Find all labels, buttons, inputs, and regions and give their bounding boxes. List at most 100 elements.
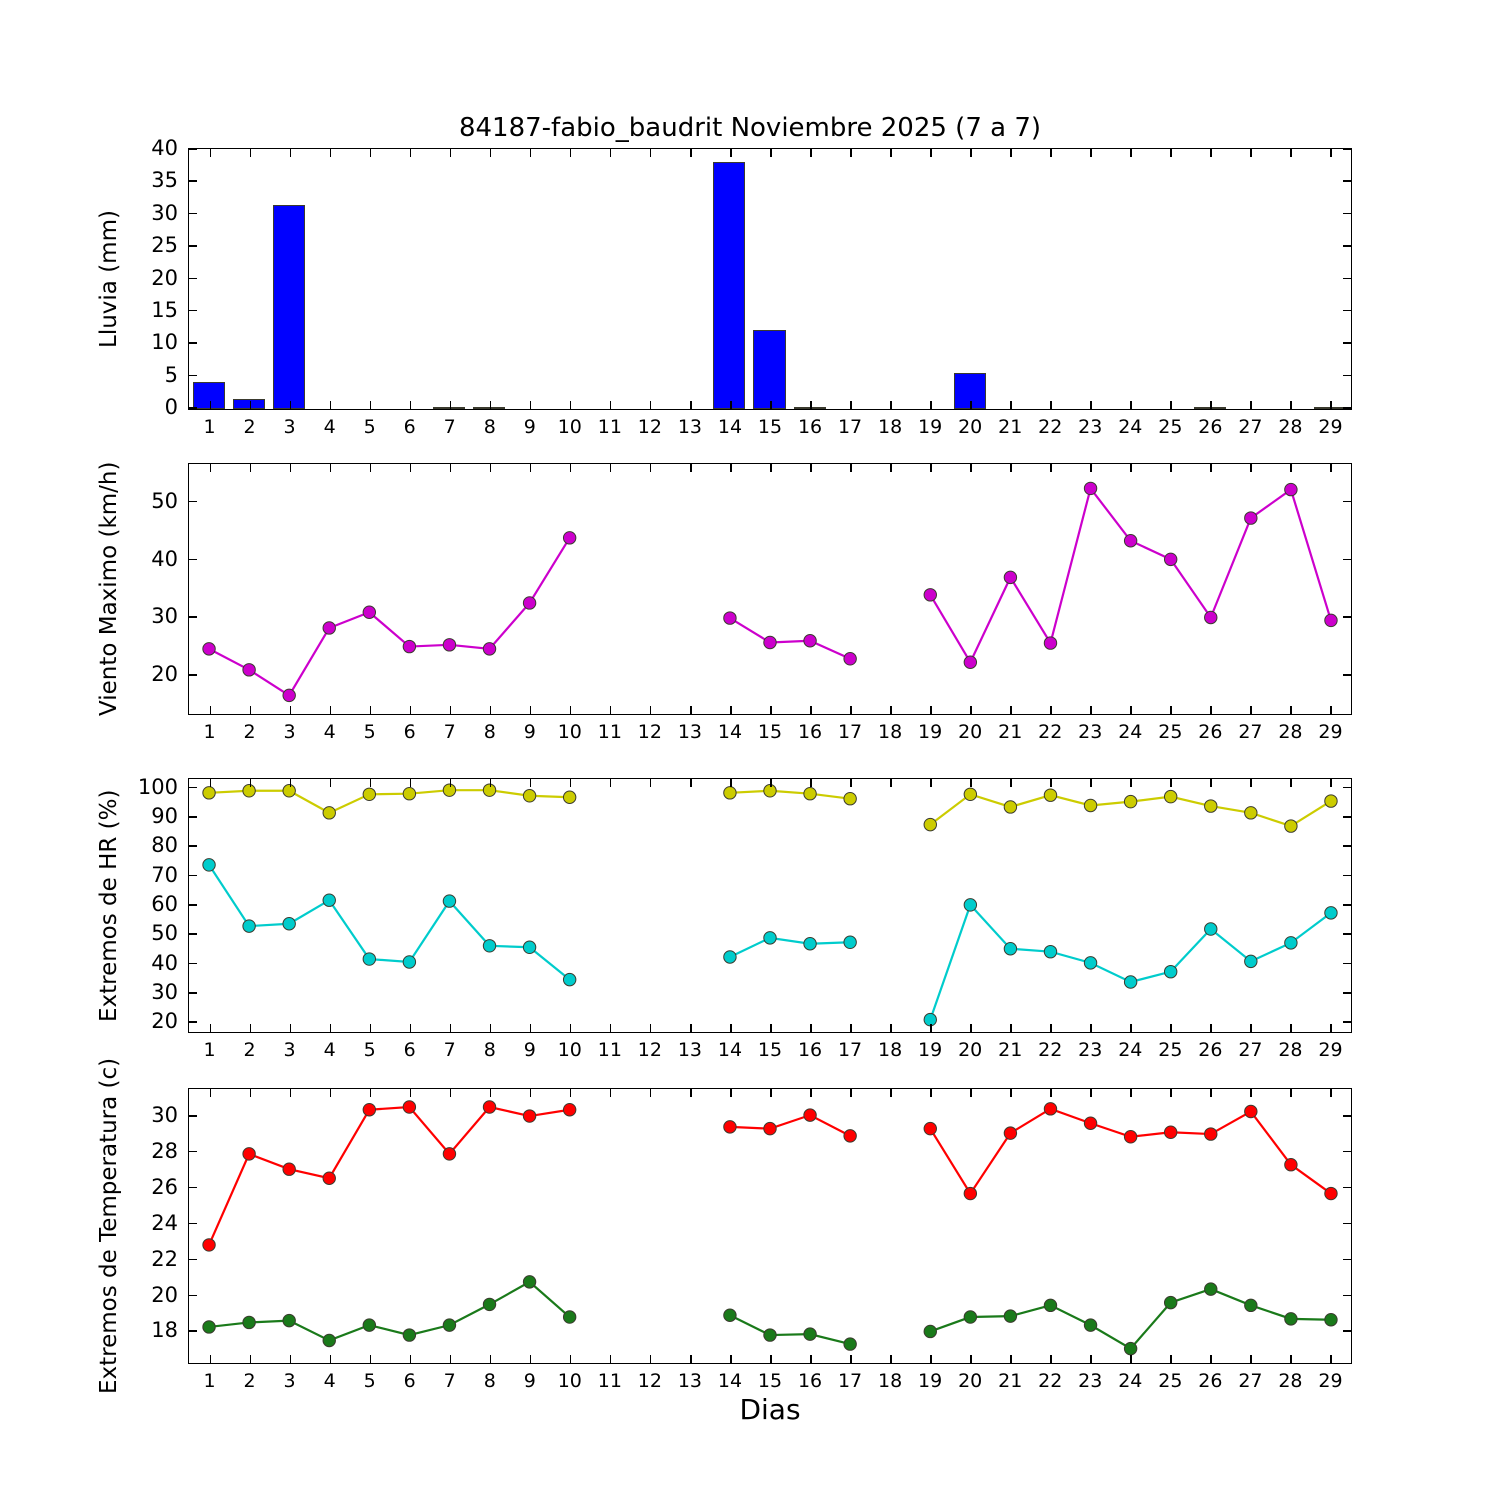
x-tick-mark	[329, 464, 332, 472]
y-tick-mark	[1343, 245, 1351, 247]
x-tick-mark	[369, 1024, 372, 1032]
data-point	[723, 611, 737, 625]
x-tick-mark	[369, 401, 372, 409]
x-tick-mark	[1010, 1024, 1012, 1032]
x-tick-mark	[569, 1355, 572, 1363]
data-point	[723, 950, 737, 964]
panel-lluvia	[188, 148, 1352, 410]
y-tick-label: 80	[151, 833, 178, 858]
y-tick-mark	[189, 933, 197, 935]
x-tick-mark	[449, 706, 452, 714]
x-tick-mark	[369, 779, 372, 787]
x-tick-label: 4	[323, 416, 336, 438]
data-point	[1163, 1125, 1178, 1139]
x-tick-label: 17	[837, 721, 863, 743]
x-tick-label: 26	[1198, 1370, 1223, 1392]
y-tick-label: 70	[151, 862, 178, 887]
x-tick-mark	[529, 401, 532, 409]
x-tick-mark	[1010, 1355, 1012, 1363]
x-tick-label: 26	[1198, 1039, 1223, 1061]
data-point	[362, 952, 377, 966]
data-point	[763, 1328, 777, 1342]
y-tick-mark	[1343, 1114, 1351, 1117]
x-tick-label: 19	[918, 1370, 943, 1392]
series-line	[208, 537, 571, 697]
x-tick-mark	[289, 1089, 292, 1097]
data-point	[1083, 1116, 1098, 1130]
y-tick-mark	[189, 374, 197, 377]
x-tick-mark	[529, 464, 532, 472]
y-tick-mark	[1343, 1222, 1351, 1225]
data-point	[1083, 956, 1098, 970]
data-point	[843, 1129, 857, 1143]
x-tick-mark	[209, 401, 212, 409]
data-point	[1043, 1102, 1058, 1116]
data-point	[322, 806, 336, 820]
x-tick-mark	[1130, 149, 1132, 157]
x-tick-label: 27	[1238, 416, 1263, 438]
data-point	[1123, 534, 1138, 548]
x-tick-mark	[1210, 464, 1212, 472]
y-tick-label: 40	[151, 950, 178, 975]
x-tick-label: 29	[1318, 1039, 1343, 1061]
x-tick-mark	[850, 1089, 852, 1097]
y-tick-mark	[189, 1114, 197, 1117]
x-tick-mark	[209, 1089, 212, 1097]
x-tick-label: 3	[283, 1370, 296, 1392]
x-tick-label: 8	[483, 1370, 496, 1392]
x-tick-label: 3	[283, 1039, 296, 1061]
x-tick-mark	[890, 401, 892, 409]
x-tick-label: 1	[203, 1039, 216, 1061]
x-tick-label: 20	[958, 1039, 983, 1061]
series-layer	[202, 783, 1338, 1027]
x-tick-mark	[569, 401, 572, 409]
x-tick-mark	[369, 149, 372, 157]
x-tick-mark	[810, 464, 812, 472]
x-tick-label: 15	[757, 1039, 783, 1061]
x-tick-mark	[890, 149, 892, 157]
x-tick-mark	[689, 1024, 692, 1032]
x-tick-mark	[329, 779, 332, 787]
data-point	[803, 1108, 817, 1122]
x-tick-mark	[1330, 1089, 1333, 1097]
series-line	[729, 617, 851, 660]
x-tick-label: 17	[837, 1039, 863, 1061]
data-point	[1043, 636, 1058, 650]
x-tick-mark	[289, 779, 292, 787]
x-tick-label: 2	[243, 721, 256, 743]
bar	[1193, 407, 1226, 409]
y-axis-label: Extremos de Temperatura (c)	[96, 1057, 122, 1394]
data-point	[1083, 798, 1098, 813]
y-tick-mark	[1343, 962, 1351, 965]
data-point	[723, 1120, 737, 1134]
x-tick-mark	[369, 706, 372, 714]
y-tick-mark	[1343, 816, 1351, 818]
x-tick-mark	[890, 1355, 892, 1363]
x-tick-mark	[409, 1089, 412, 1097]
x-tick-mark	[689, 1089, 692, 1097]
x-tick-mark	[1050, 401, 1052, 409]
data-point	[442, 638, 457, 652]
x-tick-label: 2	[243, 416, 256, 438]
data-point	[1204, 1127, 1218, 1141]
x-tick-mark	[1090, 706, 1092, 714]
data-point	[482, 1100, 497, 1114]
x-tick-mark	[1090, 401, 1092, 409]
x-tick-label: 4	[323, 1370, 336, 1392]
x-tick-mark	[1250, 149, 1252, 157]
data-point	[362, 1318, 377, 1332]
series-layer	[202, 481, 1338, 703]
y-axis-label: Extremos de HR (%)	[96, 789, 122, 1022]
x-tick-mark	[1130, 464, 1132, 472]
x-tick-mark	[649, 779, 652, 787]
data-point	[1324, 1186, 1338, 1201]
x-tick-mark	[689, 706, 692, 714]
data-point	[202, 1238, 216, 1252]
x-tick-label: 22	[1038, 721, 1063, 743]
data-point	[1163, 789, 1178, 804]
data-point	[1204, 799, 1218, 813]
data-point	[522, 789, 537, 803]
x-tick-mark	[209, 1024, 212, 1032]
y-tick-mark	[189, 616, 197, 619]
data-point	[1003, 1126, 1018, 1140]
